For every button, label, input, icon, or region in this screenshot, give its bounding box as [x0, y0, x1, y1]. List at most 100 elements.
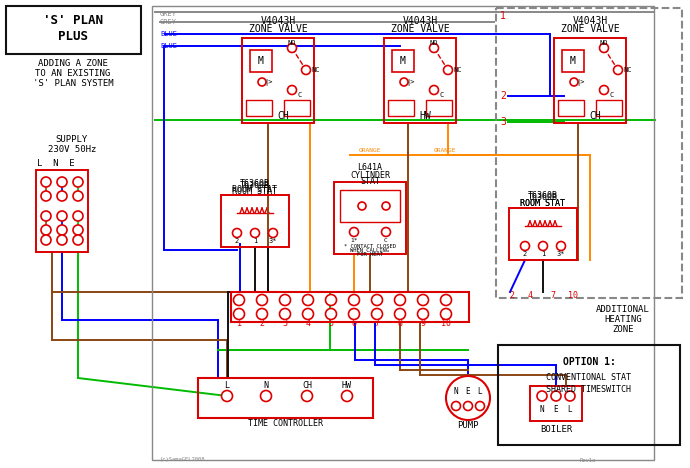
Text: 6: 6: [351, 320, 357, 329]
Text: 230V 50Hz: 230V 50Hz: [48, 146, 96, 154]
Bar: [509, 208, 577, 260]
Circle shape: [348, 308, 359, 320]
Text: 1: 1: [253, 238, 257, 244]
Circle shape: [600, 86, 609, 95]
Text: ZONE VALVE: ZONE VALVE: [248, 24, 307, 34]
Text: 3*: 3*: [268, 238, 277, 244]
Text: 'S' PLAN SYSTEM: 'S' PLAN SYSTEM: [32, 79, 113, 88]
Circle shape: [233, 294, 244, 306]
Circle shape: [302, 294, 313, 306]
Circle shape: [451, 402, 460, 410]
Text: L: L: [568, 405, 572, 415]
Circle shape: [221, 390, 233, 402]
Text: |>: |>: [264, 79, 273, 86]
Text: CH: CH: [277, 111, 289, 121]
Circle shape: [444, 66, 453, 74]
Bar: [562, 50, 584, 72]
Text: BOILER: BOILER: [540, 425, 572, 434]
Text: 1*: 1*: [351, 237, 357, 242]
Circle shape: [57, 225, 67, 235]
Text: V4043H: V4043H: [260, 16, 295, 26]
Circle shape: [288, 86, 297, 95]
Circle shape: [233, 228, 241, 237]
Circle shape: [551, 391, 561, 401]
Circle shape: [613, 66, 622, 74]
Circle shape: [475, 402, 484, 410]
Text: ROOM STAT: ROOM STAT: [233, 187, 277, 196]
Text: PLUS: PLUS: [58, 29, 88, 43]
Text: (c)SamaGEL2008: (c)SamaGEL2008: [160, 458, 206, 462]
Text: 7: 7: [551, 291, 555, 300]
Text: ZONE VALVE: ZONE VALVE: [391, 24, 449, 34]
Circle shape: [400, 78, 408, 86]
Circle shape: [565, 391, 575, 401]
Bar: [221, 195, 289, 247]
Text: HW: HW: [419, 111, 431, 121]
Circle shape: [570, 78, 578, 86]
Text: 7: 7: [375, 320, 380, 329]
Bar: [384, 38, 456, 123]
Text: CH: CH: [589, 111, 601, 121]
Circle shape: [446, 376, 490, 420]
Text: 2: 2: [235, 238, 239, 244]
Bar: [596, 100, 622, 116]
Text: M: M: [400, 56, 406, 66]
Text: 3: 3: [500, 117, 506, 127]
Text: |>: |>: [575, 79, 584, 86]
Circle shape: [429, 86, 439, 95]
Circle shape: [371, 294, 382, 306]
Circle shape: [348, 294, 359, 306]
Circle shape: [600, 44, 609, 52]
Circle shape: [250, 228, 259, 237]
Text: STAT: STAT: [360, 176, 380, 185]
Text: 2: 2: [259, 320, 264, 329]
Text: N: N: [540, 405, 544, 415]
Circle shape: [73, 235, 83, 245]
Text: ORANGE: ORANGE: [359, 147, 382, 153]
Text: T6360B: T6360B: [528, 191, 558, 200]
Circle shape: [73, 211, 83, 221]
Circle shape: [557, 241, 566, 250]
Text: GREY: GREY: [160, 19, 177, 25]
Text: NO: NO: [430, 40, 438, 46]
Text: 10: 10: [441, 320, 451, 329]
Text: ROOM STAT: ROOM STAT: [520, 198, 566, 207]
Text: TIME CONTROLLER: TIME CONTROLLER: [248, 419, 322, 429]
Circle shape: [258, 78, 266, 86]
Text: FOR HEAT: FOR HEAT: [357, 251, 383, 256]
Circle shape: [41, 235, 51, 245]
Circle shape: [326, 308, 337, 320]
Circle shape: [350, 227, 359, 236]
Text: ROOM STAT: ROOM STAT: [233, 185, 277, 195]
Circle shape: [371, 308, 382, 320]
Bar: [198, 378, 373, 418]
Text: NC: NC: [311, 67, 319, 73]
Bar: [231, 292, 469, 322]
Bar: [334, 182, 406, 254]
Text: ROOM STAT: ROOM STAT: [520, 199, 566, 209]
Text: E: E: [553, 405, 558, 415]
Text: C: C: [297, 92, 302, 98]
Circle shape: [520, 241, 529, 250]
Bar: [246, 100, 272, 116]
Circle shape: [382, 227, 391, 236]
Circle shape: [279, 308, 290, 320]
Text: * CONTACT CLOSED: * CONTACT CLOSED: [344, 243, 396, 249]
Circle shape: [73, 191, 83, 201]
Circle shape: [342, 390, 353, 402]
Circle shape: [302, 390, 313, 402]
Circle shape: [440, 294, 451, 306]
Text: SHARED TIMESWITCH: SHARED TIMESWITCH: [546, 386, 631, 395]
Text: 3*: 3*: [557, 251, 565, 257]
Bar: [498, 345, 680, 445]
Text: ORANGE: ORANGE: [434, 147, 456, 153]
Circle shape: [326, 294, 337, 306]
Bar: [6, 6, 141, 54]
Bar: [496, 8, 682, 298]
Bar: [530, 386, 582, 421]
Text: 8: 8: [397, 320, 402, 329]
Text: N: N: [264, 381, 268, 390]
Text: 2: 2: [523, 251, 527, 257]
Circle shape: [73, 177, 83, 187]
Circle shape: [537, 391, 547, 401]
